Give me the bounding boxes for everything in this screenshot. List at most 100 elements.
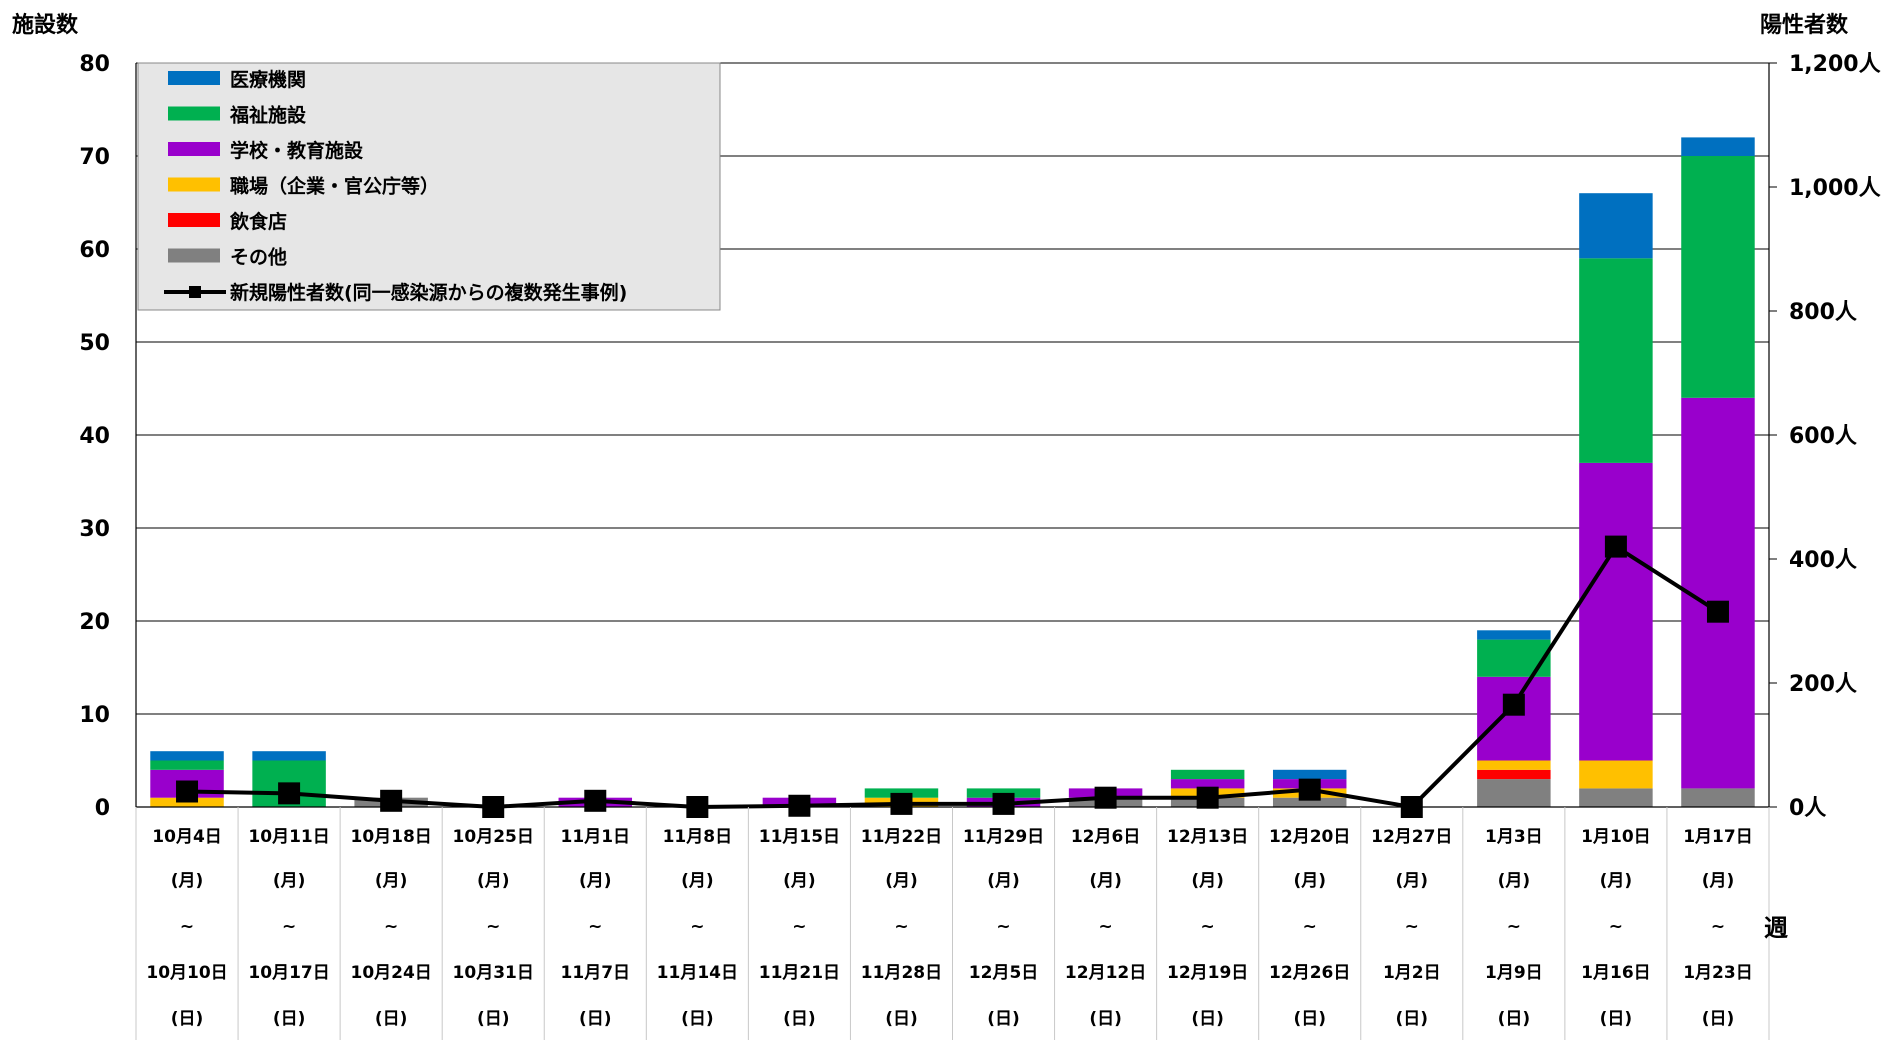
x-tick-label: 1月16日	[1581, 963, 1651, 983]
right-tick-label: 0人	[1789, 796, 1826, 821]
x-tick-label: (日)	[1089, 1009, 1122, 1029]
x-tick-label: (月)	[681, 871, 714, 891]
x-tick-label: ~	[180, 917, 194, 937]
x-tick-label: ~	[1711, 917, 1725, 937]
line-point	[1196, 786, 1219, 809]
x-tick-label: 11月28日	[861, 963, 942, 983]
x-tick-label: (月)	[1293, 871, 1326, 891]
line-point	[1502, 693, 1525, 716]
x-tick-label: (月)	[1089, 871, 1122, 891]
bar-segment	[1579, 462, 1653, 761]
x-tick-label: (月)	[579, 871, 612, 891]
left-tick-label: 70	[79, 145, 110, 170]
x-tick-label: (日)	[885, 1009, 918, 1029]
left-tick-label: 20	[79, 610, 110, 635]
line-point	[1604, 535, 1627, 558]
x-tick-label: (月)	[987, 871, 1020, 891]
bar-segment	[1579, 258, 1653, 463]
x-tick-label: (日)	[1498, 1009, 1531, 1029]
x-tick-label: ~	[1303, 917, 1317, 937]
x-tick-label: (月)	[477, 871, 510, 891]
x-tick-label: 1月17日	[1683, 827, 1753, 847]
x-tick-label: ~	[690, 917, 704, 937]
bar-segment	[1681, 788, 1755, 807]
x-tick-label: (日)	[681, 1009, 714, 1029]
bar-segment	[1170, 779, 1245, 789]
left-tick-label: 40	[79, 424, 110, 449]
bar-segment	[1477, 769, 1551, 780]
x-tick-label: 11月7日	[561, 963, 631, 983]
x-tick-label: (月)	[1396, 871, 1429, 891]
bar-segment	[252, 751, 326, 761]
line-path	[186, 543, 1720, 810]
bar-segment	[1477, 630, 1551, 640]
x-tick-label: (日)	[1191, 1009, 1224, 1029]
line-point	[1094, 786, 1117, 809]
x-axis-title: 週	[1764, 914, 1788, 942]
x-tick-label: 1月23日	[1683, 963, 1753, 983]
x-tick-label: 12月20日	[1269, 827, 1350, 847]
x-tick-label: (月)	[1191, 871, 1224, 891]
x-tick-label: 11月14日	[657, 963, 738, 983]
x-tick-label: 11月21日	[759, 963, 840, 983]
x-tick-label: 12月27日	[1371, 827, 1452, 847]
legend-box	[137, 62, 721, 311]
line-point	[584, 789, 607, 812]
legend-swatch	[168, 213, 220, 227]
x-tick-label: 10月4日	[152, 827, 222, 847]
right-tick-label: 800人	[1789, 300, 1857, 325]
x-tick-label: 10月10日	[146, 963, 227, 983]
x-tick-label: 10月31日	[453, 963, 534, 983]
x-tick-label: (月)	[171, 871, 204, 891]
x-tick-label: 12月6日	[1071, 827, 1141, 847]
right-tick-label: 600人	[1789, 424, 1857, 449]
x-tick-label: (日)	[375, 1009, 408, 1029]
legend-swatch	[168, 106, 220, 121]
x-tick-label: (月)	[1702, 871, 1735, 891]
x-tick-label: (日)	[987, 1009, 1020, 1029]
x-tick-label: ~	[792, 917, 806, 937]
x-tick-label: ~	[282, 917, 296, 937]
bar-segment	[1681, 156, 1755, 398]
left-tick-label: 50	[79, 331, 110, 356]
x-tick-label: 1月2日	[1383, 963, 1441, 983]
x-tick-label: 11月29日	[963, 827, 1044, 847]
bar-segment	[1272, 769, 1347, 780]
x-tick-label: (月)	[1600, 871, 1633, 891]
x-tick-label: 12月13日	[1167, 827, 1248, 847]
legend-label: その他	[230, 246, 287, 269]
x-tick-label: (月)	[375, 871, 408, 891]
line-point	[992, 792, 1015, 815]
left-tick-label: 10	[79, 703, 110, 728]
x-tick-label: 10月24日	[350, 963, 431, 983]
bar-segment	[1579, 760, 1653, 789]
legend-line-marker	[189, 286, 201, 298]
left-tick-label: 60	[79, 238, 110, 263]
x-tick-label: (日)	[1293, 1009, 1326, 1029]
line-point	[788, 794, 811, 817]
line-point	[890, 792, 913, 815]
x-tick-label: 11月8日	[663, 827, 733, 847]
x-tick-label: (日)	[273, 1009, 306, 1029]
left-tick-label: 0	[95, 796, 110, 821]
x-tick-label: 11月15日	[759, 827, 840, 847]
x-tick-label: 10月25日	[453, 827, 534, 847]
x-tick-label: 12月19日	[1167, 963, 1248, 983]
right-tick-label: 400人	[1789, 548, 1857, 573]
legend-label: 飲食店	[229, 210, 287, 233]
line-point	[1298, 778, 1321, 801]
line-point	[278, 782, 301, 805]
right-tick-label: 200人	[1789, 672, 1857, 697]
bar-segment	[1272, 797, 1347, 807]
legend-label: 学校・教育施設	[230, 139, 364, 162]
bar-segment	[1579, 193, 1653, 259]
x-tick-label: (日)	[1600, 1009, 1633, 1029]
x-tick-label: (日)	[171, 1009, 204, 1029]
x-tick-label: (日)	[477, 1009, 510, 1029]
bar-segment	[1477, 779, 1551, 807]
x-tick-label: ~	[1609, 917, 1623, 937]
x-tick-label: (日)	[579, 1009, 612, 1029]
x-tick-label: 1月9日	[1485, 963, 1543, 983]
legend-swatch	[168, 142, 220, 156]
